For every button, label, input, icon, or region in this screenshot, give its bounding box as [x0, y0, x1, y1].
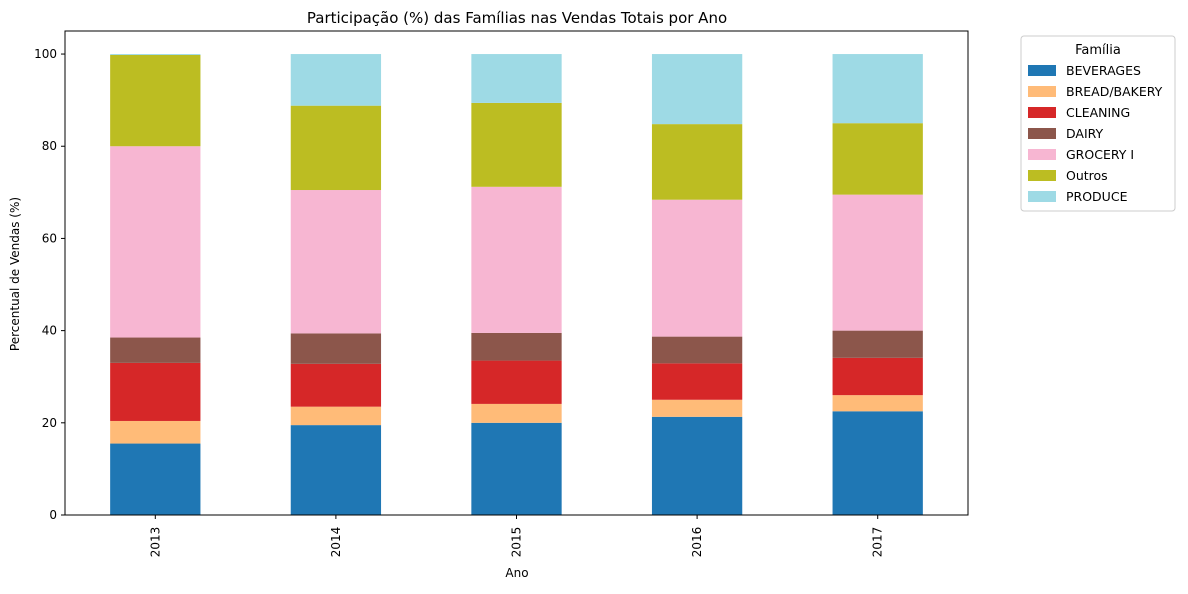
legend: Família BEVERAGES BREAD/BAKERY CLEANING DAI…: [1020, 35, 1176, 212]
bar-segment: [832, 411, 923, 515]
legend-swatch: [1028, 86, 1056, 97]
axes-layer: 0 20 40 60 80 100 2013 2014 2015 2016 2017: [34, 30, 969, 558]
bar-segment: [832, 194, 923, 331]
legend-label: BEVERAGES: [1066, 63, 1141, 78]
y-tick-label: 0: [49, 508, 57, 522]
legend-label: DAIRY: [1066, 126, 1104, 141]
bar-segment: [651, 416, 743, 515]
bar-segment: [290, 105, 382, 191]
legend-label: CLEANING: [1066, 105, 1130, 120]
legend-swatch: [1028, 128, 1056, 139]
bar-segment: [832, 357, 923, 396]
legend-items: BEVERAGES BREAD/BAKERY CLEANING DAIRY GROCER…: [1028, 63, 1163, 204]
chart-title: Participação (%) das Famílias nas Vendas…: [307, 9, 727, 27]
x-tick-label: 2013: [148, 527, 162, 558]
x-axis-label: Ano: [505, 566, 528, 580]
legend-title: Família: [1075, 43, 1121, 58]
bar-segment: [290, 425, 382, 515]
bar-segment: [110, 146, 201, 338]
legend-label: BREAD/BAKERY: [1066, 84, 1163, 99]
bar-segment: [110, 420, 201, 444]
bar-segment: [471, 54, 562, 103]
legend-swatch: [1028, 107, 1056, 118]
legend-swatch: [1028, 170, 1056, 181]
x-tick-label: 2016: [690, 527, 704, 558]
bar-segment: [290, 363, 382, 407]
legend-swatch: [1028, 149, 1056, 160]
bar-segment: [471, 332, 562, 361]
bar-segment: [471, 360, 562, 404]
bar-segment: [651, 363, 743, 400]
bar-segment: [290, 54, 382, 106]
bar-segment: [832, 54, 923, 124]
bar-segment: [832, 395, 923, 412]
bar-segment: [651, 124, 743, 200]
bar-segment: [651, 399, 743, 417]
bar-segment: [832, 330, 923, 358]
bar-segment: [290, 333, 382, 364]
bar-segment: [110, 443, 201, 515]
bar-segment: [471, 422, 562, 515]
bar-segment: [110, 362, 201, 421]
bars-layer: [110, 54, 923, 515]
y-tick-label: 80: [42, 139, 57, 153]
bar-segment: [651, 199, 743, 337]
legend-label: Outros: [1066, 168, 1108, 183]
legend-label: PRODUCE: [1066, 189, 1128, 204]
legend-frame: [1020, 35, 1176, 212]
bar-segment: [110, 54, 201, 55]
legend-swatch: [1028, 191, 1056, 202]
bar-segment: [471, 102, 562, 187]
y-tick-label: 100: [34, 47, 57, 61]
bar-segment: [110, 337, 201, 363]
bar-segment: [651, 54, 743, 125]
x-tick-label: 2014: [329, 527, 343, 558]
y-tick-label: 60: [42, 231, 57, 245]
bar-segment: [651, 336, 743, 364]
x-tick-label: 2015: [510, 527, 524, 558]
y-tick-label: 20: [42, 416, 57, 430]
bar-segment: [471, 186, 562, 333]
y-axis-label: Percentual de Vendas (%): [8, 197, 22, 351]
x-tick-label: 2017: [871, 527, 885, 558]
legend-swatch: [1028, 65, 1056, 76]
bar-segment: [110, 54, 201, 147]
bar-segment: [290, 406, 382, 426]
legend-label: GROCERY I: [1066, 147, 1134, 162]
bar-segment: [471, 403, 562, 423]
y-tick-label: 40: [42, 324, 57, 338]
bar-segment: [290, 190, 382, 334]
bar-segment: [832, 123, 923, 195]
